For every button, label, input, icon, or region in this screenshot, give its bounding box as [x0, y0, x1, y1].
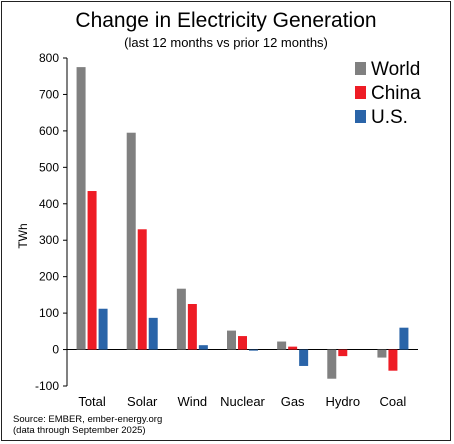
- x-tick-label: Wind: [178, 394, 208, 409]
- bar-china-nuclear: [238, 336, 247, 350]
- x-axis: Total Solar Wind Nuclear Gas Hydro Coal: [67, 349, 418, 409]
- y-tick-label: 800: [39, 51, 59, 65]
- legend-label: World: [371, 59, 420, 80]
- bar-world-hydro: [327, 349, 337, 379]
- x-tick-label: Total: [78, 394, 106, 409]
- bar-world-coal: [377, 349, 387, 358]
- y-axis-label: TWh: [16, 223, 30, 248]
- x-tick-label: Nuclear: [220, 394, 265, 409]
- y-tick-label: 300: [39, 233, 59, 247]
- bar-world-total: [76, 67, 86, 350]
- bar-world-gas: [277, 341, 287, 350]
- legend-swatch: [355, 86, 366, 99]
- bar-world-solar: [126, 132, 136, 350]
- y-tick-label: -100: [35, 379, 59, 393]
- bar-china-coal: [388, 349, 398, 371]
- bar-us-nuclear: [249, 349, 258, 351]
- x-tick-label: Hydro: [325, 394, 360, 409]
- source-line-1: Source: EMBER, ember-energy.org: [13, 414, 163, 425]
- legend: World China U.S.: [355, 59, 421, 128]
- x-tick-label: Coal: [380, 394, 407, 409]
- y-tick-label: 500: [39, 160, 59, 174]
- bar-us-solar: [148, 317, 158, 350]
- bar-china-solar: [137, 229, 147, 350]
- chart-subtitle: (last 12 months vs prior 12 months): [124, 35, 328, 50]
- y-axis: -100 0 100 200 300 400 500 600 700 800: [35, 51, 68, 393]
- bar-china-hydro: [338, 349, 348, 357]
- bars: [76, 67, 409, 379]
- y-tick-label: 200: [39, 270, 59, 284]
- bar-china-total: [87, 191, 97, 350]
- chart-title: Change in Electricity Generation: [75, 9, 377, 32]
- legend-label: China: [371, 83, 421, 104]
- y-tick-label: 600: [39, 124, 59, 138]
- bar-world-nuclear: [227, 330, 236, 350]
- bar-us-total: [98, 308, 108, 350]
- bar-us-gas: [299, 349, 309, 366]
- bar-us-wind: [198, 345, 208, 350]
- y-tick-label: 0: [52, 343, 59, 357]
- y-tick-label: 700: [39, 87, 59, 101]
- legend-swatch: [355, 110, 366, 123]
- y-tick-label: 100: [39, 306, 59, 320]
- bar-china-wind: [187, 304, 197, 350]
- bar-world-wind: [176, 288, 186, 350]
- x-tick-label: Gas: [281, 394, 305, 409]
- legend-swatch: [355, 62, 366, 75]
- legend-label: U.S.: [371, 107, 408, 128]
- source-line-2: (data through September 2025): [13, 425, 146, 436]
- bar-china-gas: [288, 346, 298, 350]
- y-tick-label: 400: [39, 197, 59, 211]
- x-tick-label: Solar: [127, 394, 158, 409]
- bar-us-coal: [399, 327, 409, 350]
